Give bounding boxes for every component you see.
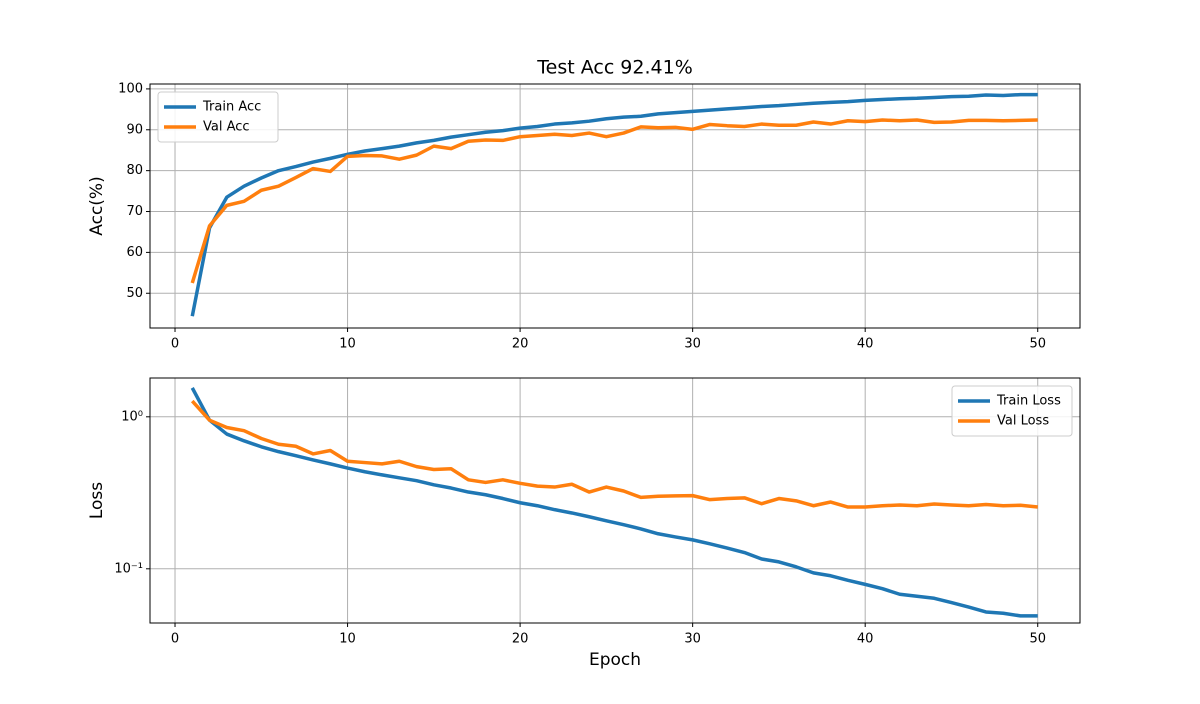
y-axis-label: Loss	[87, 482, 107, 519]
y-tick-label: 10⁻¹	[114, 561, 143, 576]
y-tick-label: 50	[126, 286, 143, 301]
legend-box	[157, 91, 279, 143]
legend-label: Train Acc	[202, 100, 261, 115]
x-tick-label: 20	[512, 632, 529, 647]
legend-label: Val Acc	[203, 120, 250, 135]
legend: Train Loss Val Loss	[951, 385, 1073, 437]
x-tick-label: 20	[512, 337, 529, 352]
legend-label: Train Loss	[996, 394, 1061, 409]
y-tick-label: 100	[118, 81, 143, 96]
x-tick-label: 30	[684, 337, 701, 352]
y-tick-label: 70	[126, 204, 143, 219]
y-tick-label: 90	[126, 122, 143, 137]
chart-title: Test Acc 92.41%	[536, 57, 693, 79]
x-tick-label: 10	[339, 337, 356, 352]
legend-box	[951, 385, 1073, 437]
x-axis-label: Epoch	[589, 650, 641, 670]
x-tick-label: 40	[857, 632, 874, 647]
x-tick-label: 0	[171, 632, 179, 647]
x-tick-label: 40	[857, 337, 874, 352]
y-tick-label: 10⁰	[121, 409, 143, 424]
legend-label: Val Loss	[997, 414, 1049, 429]
series-line	[190, 387, 1038, 618]
axes-frame	[149, 83, 1081, 329]
legend: Train Acc Val Acc	[157, 91, 279, 143]
series-line	[190, 118, 1038, 284]
x-tick-label: 10	[339, 632, 356, 647]
y-axis-label: Acc(%)	[87, 176, 107, 235]
y-tick-label: 80	[126, 163, 143, 178]
y-tick-label: 60	[126, 245, 143, 260]
x-tick-label: 50	[1029, 337, 1046, 352]
x-tick-label: 50	[1029, 632, 1046, 647]
axes-frame	[149, 377, 1081, 624]
series-line	[190, 92, 1038, 317]
x-tick-label: 30	[684, 632, 701, 647]
x-tick-label: 0	[171, 337, 179, 352]
series-line	[190, 399, 1038, 509]
